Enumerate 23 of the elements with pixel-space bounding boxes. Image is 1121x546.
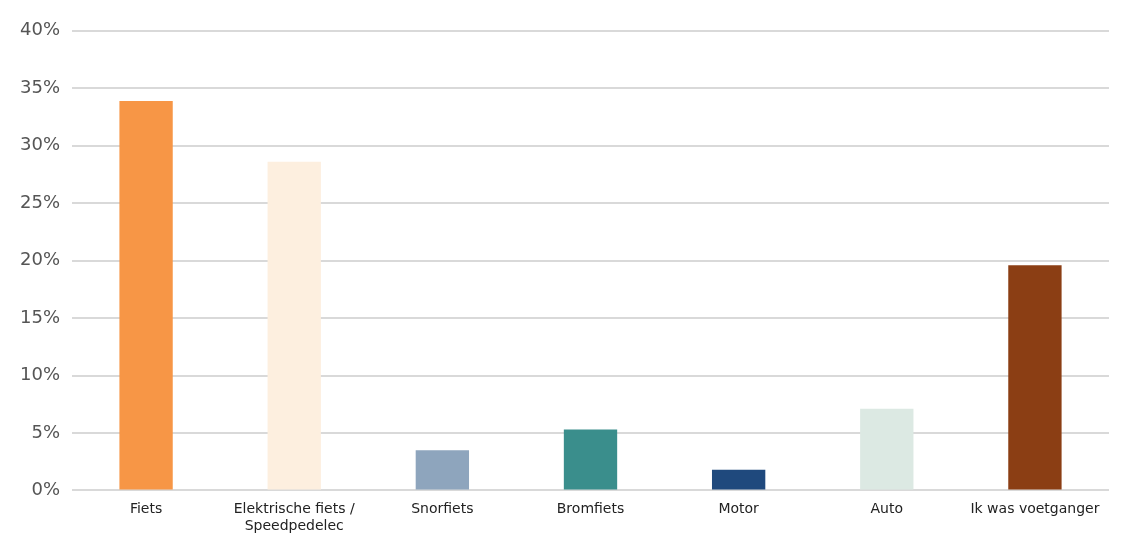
y-tick-label: 15% [19, 305, 61, 327]
bar [860, 408, 914, 490]
x-tick-label: Snorfiets [411, 500, 474, 517]
x-tick-label: Bromfiets [556, 500, 625, 517]
y-tick-label: 5% [31, 420, 61, 442]
bar [267, 161, 321, 490]
x-tick-label: Motor [718, 500, 760, 517]
x-tick-label: Auto [870, 500, 904, 517]
bar [563, 429, 618, 490]
y-tick-label: 30% [19, 133, 61, 155]
bar [711, 469, 766, 490]
y-tick-label: 10% [19, 363, 61, 385]
x-tick-label: Elektrische fiets / Speedpedelec [233, 500, 355, 534]
bar [1008, 265, 1062, 490]
y-tick-label: 0% [31, 478, 61, 500]
y-tick-label: 20% [19, 248, 61, 270]
x-tick-label: Ik was voetganger [970, 500, 1100, 517]
x-tick-label: Fiets [129, 500, 163, 517]
bar [119, 100, 173, 490]
bar [415, 450, 470, 490]
y-tick-label: 35% [19, 75, 61, 97]
y-tick-label: 40% [19, 18, 61, 40]
y-tick-label: 25% [19, 190, 61, 212]
